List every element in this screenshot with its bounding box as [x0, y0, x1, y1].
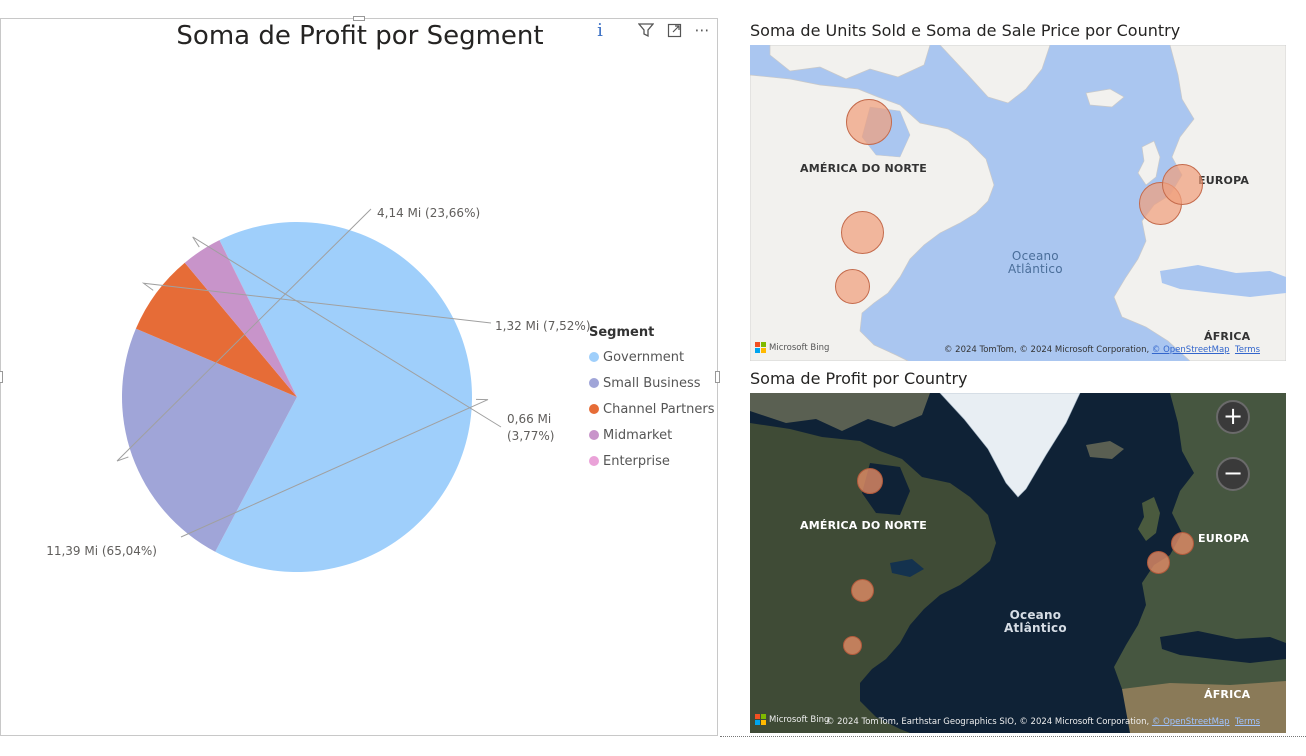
pie-legend: Segment Government Small Business Channe…	[589, 325, 715, 474]
ocean-label-line1: Oceano	[1011, 249, 1059, 263]
uk-land	[1138, 497, 1160, 541]
legend-item-enterprise[interactable]: Enterprise	[589, 448, 715, 474]
iceland-land	[1085, 88, 1125, 108]
pie-chart-title: Soma de Profit por Segment	[176, 21, 544, 51]
legend-dot	[589, 430, 599, 440]
terms-link[interactable]: Terms	[1234, 345, 1260, 355]
data-label-small-business: 4,14 Mi (23,66%)	[377, 206, 480, 220]
mediterranean-water	[1160, 631, 1286, 663]
map2-label-africa: ÁFRICA	[1204, 688, 1251, 701]
data-label-government: 11,39 Mi (65,04%)	[46, 544, 157, 558]
sahara-land	[1122, 681, 1286, 733]
mediterranean-water	[1160, 265, 1286, 297]
map1-label-africa: ÁFRICA	[1204, 330, 1251, 343]
north-america-land	[750, 423, 996, 733]
arctic-islands-land	[769, 45, 931, 80]
openstreetmap-link[interactable]: © OpenStreetMap	[1151, 717, 1230, 727]
focus-mode-icon[interactable]	[665, 21, 683, 39]
filter-icon[interactable]	[637, 21, 655, 39]
bubble-mexico[interactable]	[843, 636, 862, 655]
greenland-land	[939, 45, 1051, 104]
europe-land	[1114, 393, 1286, 733]
legend-item-midmarket[interactable]: Midmarket	[589, 422, 715, 448]
leader-line-midmarket	[192, 236, 502, 428]
legend-label: Channel Partners	[603, 401, 715, 417]
legend-dot	[589, 352, 599, 362]
ocean-label-line2: Atlântico	[1008, 262, 1063, 276]
data-label-midmarket-percent: (3,77%)	[507, 429, 554, 443]
leader-line-small-business	[116, 208, 372, 462]
legend-label: Small Business	[603, 375, 701, 391]
map1-basemap	[750, 45, 1286, 361]
openstreetmap-link[interactable]: © OpenStreetMap	[1151, 345, 1230, 355]
bing-logo: Microsoft Bing	[755, 714, 829, 725]
legend-label: Midmarket	[603, 427, 673, 443]
iceland-land	[1086, 441, 1124, 459]
map2-basemap	[750, 393, 1286, 733]
legend-item-small-business[interactable]: Small Business	[589, 370, 715, 396]
uk-land	[1137, 140, 1161, 186]
resize-handle-left[interactable]	[0, 371, 3, 383]
greenland-ice	[939, 393, 1081, 498]
bing-logo: Microsoft Bing	[755, 342, 829, 353]
page-bottom-border	[720, 736, 1306, 737]
map1-label-europe: EUROPA	[1198, 174, 1250, 187]
profit-by-country-map[interactable]: AMÉRICA DO NORTE EUROPA Oceano Atlântico …	[750, 393, 1286, 733]
bing-label: Microsoft Bing	[769, 342, 830, 353]
pie-slice-government[interactable]	[215, 221, 473, 572]
pie-slice-channel-partners[interactable]	[135, 262, 297, 397]
legend-dot	[589, 378, 599, 388]
legend-dot	[589, 456, 599, 466]
legend-title: Segment	[589, 325, 655, 340]
legend-item-government[interactable]: Government	[589, 344, 715, 370]
microsoft-logo-icon	[755, 714, 766, 725]
pie-chart-visual[interactable]: Soma de Profit por Segment i ⋯ 11,39 Mi …	[0, 16, 720, 736]
resize-handle-top[interactable]	[353, 16, 365, 21]
resize-handle-right[interactable]	[715, 371, 720, 383]
arctic-islands-land	[750, 393, 930, 431]
legend-dot	[589, 404, 599, 414]
bubble-canada[interactable]	[857, 468, 883, 494]
pie-chart-canvas: 11,39 Mi (65,04%) 4,14 Mi (23,66%) 1,32 …	[46, 206, 591, 572]
ocean-label-line1: Oceano	[1009, 608, 1062, 622]
pie-slice-small-business[interactable]	[121, 328, 297, 552]
data-label-midmarket-value: 0,66 Mi	[507, 412, 551, 426]
map1-label-north-america: AMÉRICA DO NORTE	[800, 162, 928, 175]
bubble-germany[interactable]	[1171, 532, 1194, 555]
microsoft-logo-icon	[755, 342, 766, 353]
info-icon[interactable]: i	[597, 19, 603, 41]
map2-label-ocean: Oceano Atlântico	[1004, 609, 1067, 635]
map2-attribution: © 2024 TomTom, Earthstar Geographics SIO…	[826, 717, 1260, 727]
map2-title: Soma de Profit por Country	[750, 369, 968, 388]
attribution-text: © 2024 TomTom, Earthstar Geographics SIO…	[825, 717, 1150, 727]
bubble-germany[interactable]	[1162, 164, 1203, 205]
zoom-in-button[interactable]: +	[1216, 400, 1250, 434]
map1-attribution: © 2024 TomTom, © 2024 Microsoft Corporat…	[944, 345, 1260, 355]
legend-label: Government	[603, 349, 685, 365]
leader-line-channel-partners	[141, 282, 492, 324]
bubble-canada[interactable]	[846, 99, 892, 145]
visual-header: i ⋯	[591, 19, 711, 41]
map1-title: Soma de Units Sold e Soma de Sale Price …	[750, 21, 1181, 40]
legend-item-channel-partners[interactable]: Channel Partners	[589, 396, 715, 422]
bubble-united-states[interactable]	[841, 211, 884, 254]
bubble-france[interactable]	[1147, 551, 1170, 574]
pie-slice-midmarket[interactable]	[184, 240, 297, 397]
great-lakes-water	[890, 559, 924, 577]
bing-label: Microsoft Bing	[769, 714, 830, 725]
leader-line-government	[180, 398, 489, 538]
more-options-icon[interactable]: ⋯	[694, 21, 710, 39]
units-sale-price-map[interactable]: AMÉRICA DO NORTE EUROPA Oceano Atlântico …	[750, 45, 1286, 361]
map2-label-europe: EUROPA	[1198, 532, 1250, 545]
map2-label-north-america: AMÉRICA DO NORTE	[800, 519, 928, 532]
ocean-label-line2: Atlântico	[1004, 621, 1067, 635]
bubble-mexico[interactable]	[835, 269, 870, 304]
legend-label: Enterprise	[603, 453, 670, 469]
attribution-text: © 2024 TomTom, © 2024 Microsoft Corporat…	[943, 345, 1150, 355]
zoom-out-button[interactable]: −	[1216, 457, 1250, 491]
terms-link[interactable]: Terms	[1234, 717, 1260, 727]
data-label-channel-partners: 1,32 Mi (7,52%)	[495, 319, 591, 333]
map1-label-ocean: Oceano Atlântico	[1008, 250, 1063, 276]
bubble-united-states[interactable]	[851, 579, 874, 602]
